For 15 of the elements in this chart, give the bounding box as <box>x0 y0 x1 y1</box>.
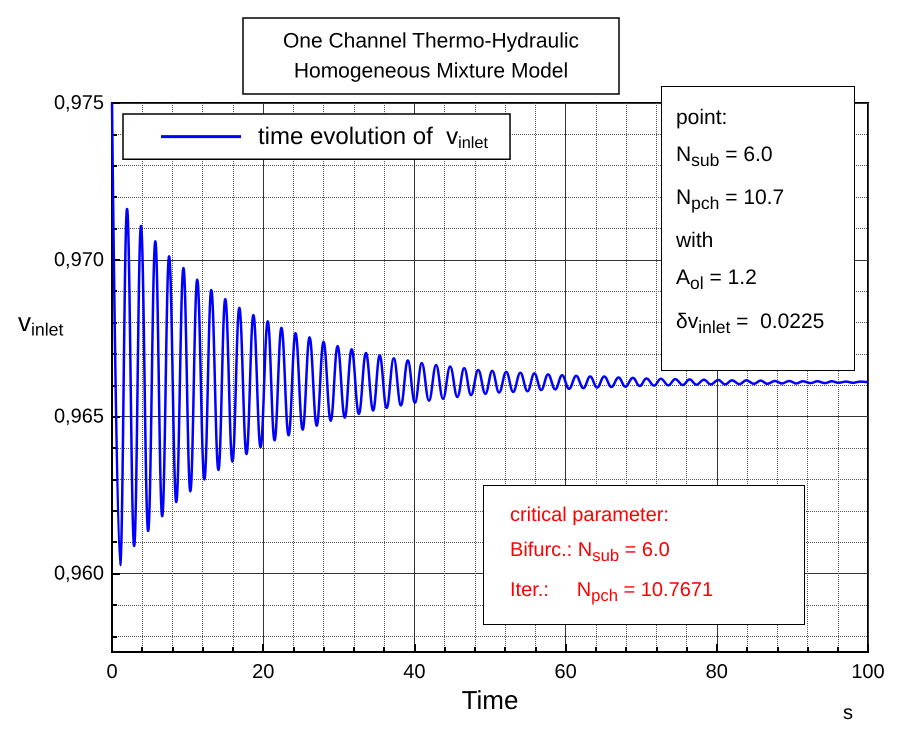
x-tick-label: 40 <box>403 661 426 683</box>
y-tick-label: 0,965 <box>54 406 104 428</box>
note-box: critical parameter: Bifurc.: N$_{sub}$ = 6.0 Iter.: N$_{pch}$ = 10.7671 <box>483 485 805 625</box>
y-tick-label: 0,960 <box>54 562 104 585</box>
text: s <box>843 702 853 724</box>
x-tick-label: 80 <box>706 661 728 683</box>
note-box: point: N$_{sub}$ = 6.0 N$_{pch}$ = 10.7 with A$_{ol}$ = 1.2 δv$_{inlet}$ = 0.0225 <box>661 86 855 371</box>
x-axis-title: Time <box>462 684 518 715</box>
x-tick-label: 100 <box>851 661 885 683</box>
chart-title: One Channel Thermo-Hydraulic Homogeneous Mixture Model <box>282 30 580 82</box>
y-tick-label: 0,970 <box>54 248 104 271</box>
x-tick-label: 0 <box>106 661 118 683</box>
x-tick-label: 60 <box>554 661 577 683</box>
x-tick-label: 20 <box>252 661 274 683</box>
y-tick-label: 0,975 <box>54 92 104 114</box>
